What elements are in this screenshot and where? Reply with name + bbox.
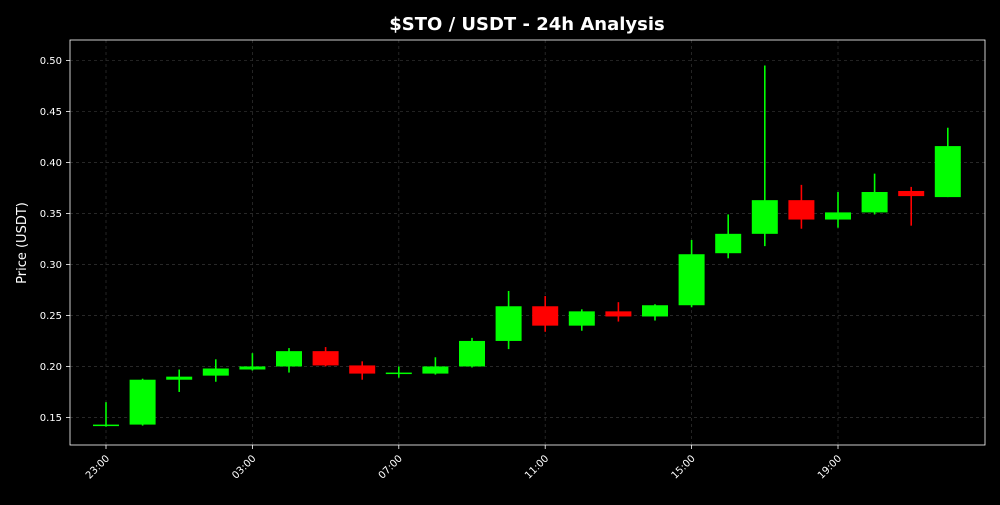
candle-body (642, 305, 668, 317)
candle-down (532, 296, 559, 332)
y-tick-label: 0.20 (40, 362, 62, 373)
candle-up (239, 353, 266, 371)
y-tick-label: 0.15 (40, 413, 62, 424)
candle-body (861, 192, 888, 213)
candle-up (422, 357, 449, 375)
y-tick-label: 0.45 (40, 107, 62, 118)
candle-body (349, 365, 376, 374)
candle-body (678, 254, 705, 306)
candle-up (934, 127, 961, 198)
candle-body (166, 376, 193, 380)
candle-up (276, 348, 302, 373)
candle-body (239, 366, 266, 370)
candle-up (715, 214, 742, 259)
candle-layer (93, 65, 961, 427)
candle-up (825, 192, 851, 228)
candle-body (825, 212, 851, 220)
candle-body (385, 372, 412, 375)
candle-up (751, 65, 778, 247)
candle-down (312, 347, 339, 367)
y-tick-label: 0.25 (40, 311, 62, 322)
candle-body (898, 190, 925, 197)
candle-body (788, 200, 815, 220)
candle-up (385, 366, 412, 378)
candle-body (459, 340, 485, 367)
candle-up (93, 402, 119, 427)
candle-up (678, 239, 705, 308)
y-tick-label: 0.30 (40, 260, 62, 271)
candle-body (495, 306, 522, 341)
candle-up (129, 378, 156, 426)
candle-up (642, 304, 668, 321)
candle-down (349, 361, 376, 380)
y-axis-label: Price (USDT) (15, 202, 30, 284)
candle-up (202, 359, 229, 382)
candle-down (898, 186, 925, 226)
candle-body (93, 424, 119, 427)
candle-up (459, 337, 485, 368)
candle-body (532, 306, 559, 326)
candle-down (605, 302, 632, 322)
y-tick-label: 0.50 (40, 56, 62, 67)
candle-body (422, 366, 449, 374)
chart-title: $STO / USDT - 24h Analysis (389, 14, 665, 35)
candle-body (276, 351, 302, 367)
candle-body (605, 311, 632, 317)
candle-body (202, 368, 229, 376)
y-tick-label: 0.40 (40, 158, 62, 169)
candle-body (568, 311, 595, 326)
candle-down (788, 184, 815, 229)
candle-up (166, 369, 193, 392)
plot-frame (69, 39, 986, 446)
candle-up (861, 173, 888, 215)
candle-body (129, 379, 156, 425)
candle-body (934, 146, 961, 198)
y-tick-label: 0.35 (40, 209, 62, 220)
candle-body (312, 351, 339, 366)
candle-body (751, 200, 778, 234)
candle-up (568, 309, 595, 331)
candle-up (495, 290, 522, 350)
candle-body (715, 233, 742, 254)
